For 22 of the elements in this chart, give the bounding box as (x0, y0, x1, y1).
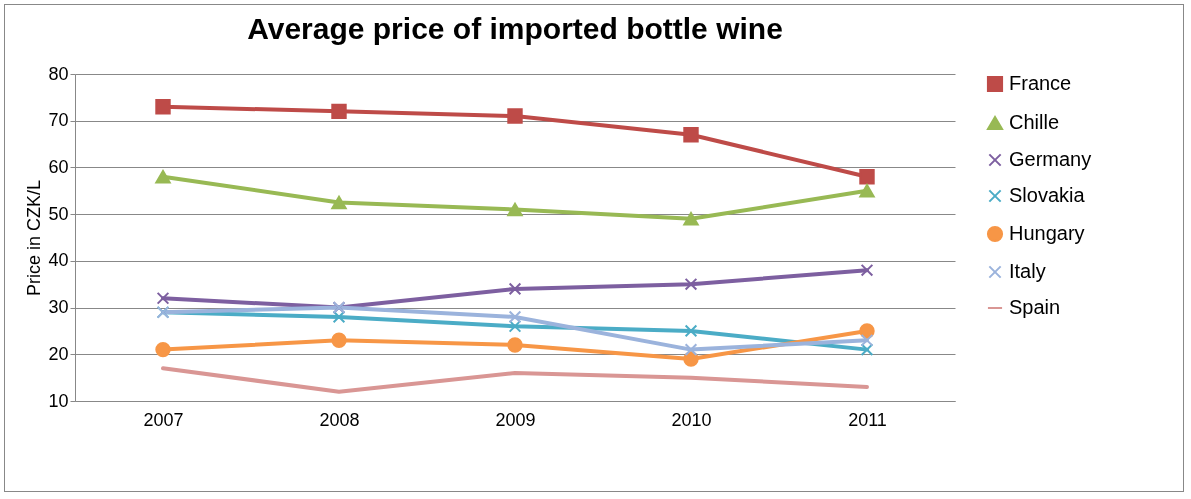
x-tick-label: 2009 (495, 409, 536, 430)
y-tick-label: 60 (48, 156, 69, 177)
legend-label: Chille (1009, 111, 1060, 133)
y-tick-label: 40 (48, 250, 69, 271)
y-tick-label: 30 (48, 297, 69, 318)
y-tick-label: 10 (48, 390, 69, 411)
y-axis-title: Price in CZK/L (24, 179, 45, 297)
legend-label: Slovakia (1009, 184, 1086, 206)
x-tick-label: 2011 (848, 409, 887, 430)
legend-label: Spain (1009, 296, 1061, 318)
y-tick-label: 50 (48, 203, 69, 224)
x-tick-label: 2008 (319, 409, 360, 430)
legend-label: France (1009, 72, 1072, 94)
y-tick-label: 80 (48, 63, 69, 84)
y-tick-label: 20 (48, 343, 69, 364)
legend-label: Germany (1009, 148, 1092, 170)
legend-label: Hungary (1009, 222, 1085, 244)
y-tick-label: 70 (48, 110, 69, 131)
x-tick-label: 2007 (143, 409, 184, 430)
chart-title: Average price of imported bottle wine (247, 12, 783, 45)
x-tick-label: 2010 (671, 409, 712, 430)
legend-label: Italy (1009, 260, 1046, 282)
